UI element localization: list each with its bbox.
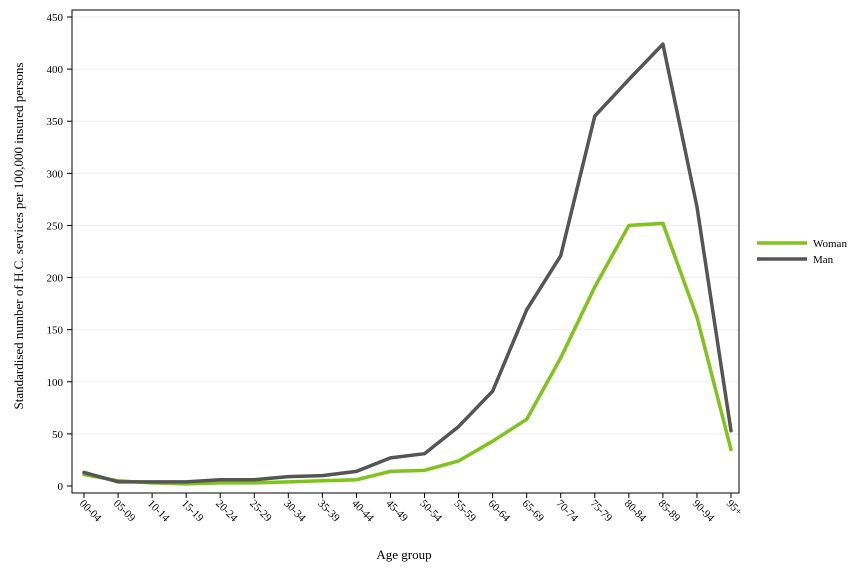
data-point-woman: [559, 356, 563, 360]
y-tick-label: 400: [47, 64, 64, 76]
series-line-man: [82, 42, 733, 484]
x-tick-label: 90-94: [690, 498, 717, 525]
x-tick-label: 25-29: [247, 498, 274, 525]
y-axis: 0 50 100 150 200 250 300 350 400 450: [47, 12, 72, 493]
x-tick-label: 75-79: [588, 498, 615, 525]
data-point-man: [729, 429, 733, 433]
data-point-woman: [252, 481, 256, 485]
legend: Woman Man: [757, 238, 847, 266]
data-point-man: [320, 474, 324, 478]
series-line-woman: [82, 221, 733, 486]
data-point-man: [627, 78, 631, 82]
data-point-man: [661, 42, 665, 46]
y-tick-label: 300: [47, 168, 64, 180]
x-tick-label: 85-89: [656, 498, 683, 525]
x-tick-label: 50-54: [417, 498, 444, 525]
data-point-man: [525, 308, 529, 312]
x-tick-label: 30-34: [281, 498, 308, 525]
y-tick-label: 450: [47, 12, 64, 24]
data-point-man: [150, 480, 154, 484]
data-point-man: [423, 452, 427, 456]
data-point-woman: [593, 285, 597, 289]
x-tick-label: 40-44: [349, 498, 376, 525]
legend-label-man: Man: [813, 254, 834, 266]
x-tick-label: 15-19: [179, 498, 206, 525]
y-tick-label: 0: [58, 481, 64, 493]
data-point-woman: [320, 479, 324, 483]
data-point-man: [593, 114, 597, 118]
data-point-man: [457, 425, 461, 429]
data-point-man: [354, 469, 358, 473]
x-axis-title: Age group: [376, 547, 431, 562]
y-tick-label: 150: [47, 325, 64, 337]
data-point-woman: [695, 315, 699, 319]
y-tick-label: 250: [47, 220, 64, 232]
x-tick-label: 05-09: [111, 498, 138, 525]
data-point-woman: [286, 480, 290, 484]
y-tick-label: 200: [47, 273, 64, 285]
data-point-man: [82, 470, 86, 474]
data-point-woman: [491, 439, 495, 443]
data-point-woman: [388, 469, 392, 473]
data-point-woman: [627, 223, 631, 227]
y-tick-label: 50: [52, 429, 64, 441]
x-tick-label: 95+: [724, 498, 745, 519]
data-point-woman: [423, 468, 427, 472]
data-point-woman: [457, 459, 461, 463]
data-point-man: [559, 254, 563, 258]
x-tick-label: 55-59: [451, 498, 478, 525]
data-point-woman: [525, 417, 529, 421]
x-tick-label: 45-49: [383, 498, 410, 525]
data-point-man: [695, 205, 699, 209]
grid-lines: [72, 16, 739, 435]
x-tick-label: 80-84: [622, 498, 649, 525]
data-point-man: [286, 475, 290, 479]
x-tick-label: 70-74: [554, 498, 581, 525]
x-tick-label: 00-04: [77, 498, 104, 525]
x-tick-label: 65-69: [520, 498, 547, 525]
x-tick-label: 10-14: [145, 498, 172, 525]
data-point-woman: [661, 221, 665, 225]
data-point-woman: [218, 481, 222, 485]
data-point-woman: [729, 448, 733, 452]
x-axis: 00-04 05-09 10-14 15-19 20-24 25-29 30-34 35-39…: [77, 493, 745, 525]
y-tick-label: 350: [47, 116, 64, 128]
x-tick-label: 60-64: [486, 498, 513, 525]
series-lines: [82, 42, 733, 486]
data-point-woman: [354, 478, 358, 482]
legend-label-woman: Woman: [813, 238, 847, 250]
y-axis-title: Standardised number of H.C. services per…: [11, 63, 26, 410]
x-tick-label: 35-39: [315, 498, 342, 525]
data-point-man: [491, 389, 495, 393]
data-point-man: [184, 480, 188, 484]
data-point-man: [116, 480, 120, 484]
y-tick-label: 100: [47, 377, 64, 389]
data-point-man: [388, 456, 392, 460]
x-tick-label: 20-24: [213, 498, 240, 525]
plot-frame: [71, 9, 740, 494]
data-point-man: [252, 478, 256, 482]
data-point-man: [218, 478, 222, 482]
